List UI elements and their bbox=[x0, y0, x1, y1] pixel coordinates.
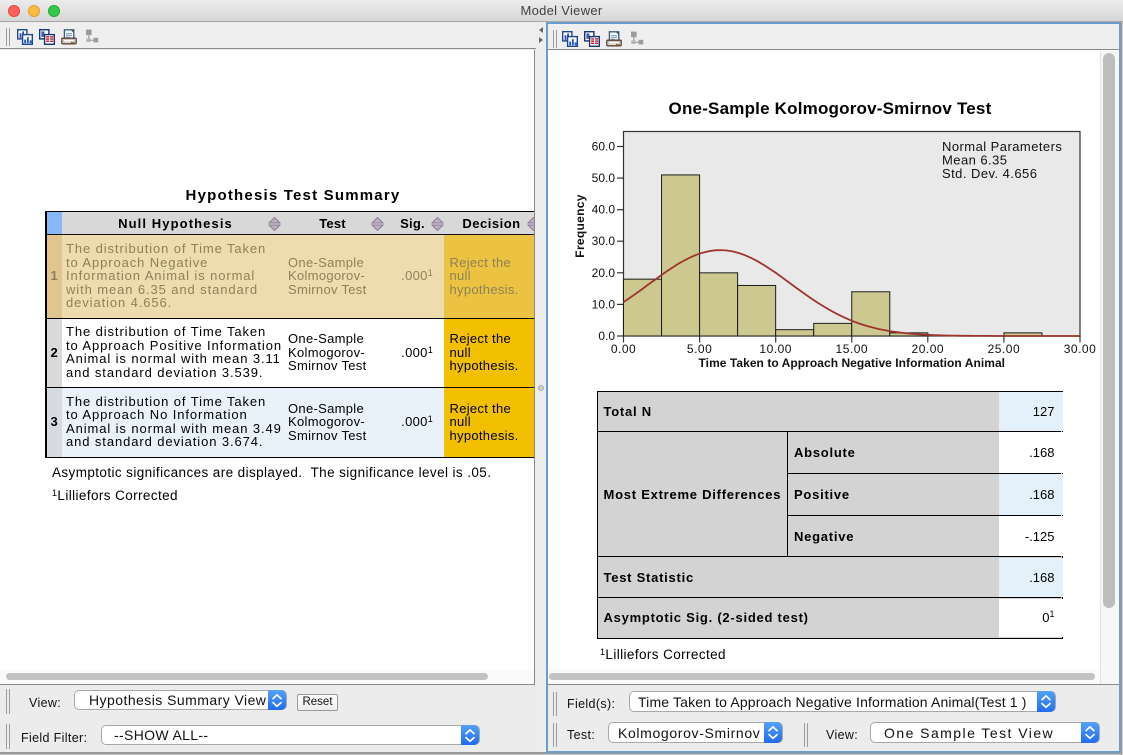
svg-text:Std. Dev. 4.656: Std. Dev. 4.656 bbox=[942, 166, 1037, 181]
svg-text:Time Taken to Approach Negativ: Time Taken to Approach Negative Informat… bbox=[699, 356, 1006, 370]
svg-text:15.00: 15.00 bbox=[836, 342, 869, 356]
svg-text:10.0: 10.0 bbox=[592, 297, 616, 311]
svg-text:10.00: 10.00 bbox=[759, 342, 792, 356]
svg-text:20.00: 20.00 bbox=[912, 342, 945, 356]
svg-text:50.0: 50.0 bbox=[592, 171, 616, 185]
svg-text:20.0: 20.0 bbox=[592, 266, 616, 280]
svg-text:Mean 6.35: Mean 6.35 bbox=[942, 153, 1007, 168]
svg-text:40.0: 40.0 bbox=[592, 203, 616, 217]
svg-text:5.00: 5.00 bbox=[687, 342, 712, 356]
svg-text:Frequency: Frequency bbox=[573, 194, 587, 257]
svg-text:30.0: 30.0 bbox=[592, 234, 616, 248]
svg-text:25.00: 25.00 bbox=[988, 342, 1021, 356]
svg-text:0.0: 0.0 bbox=[598, 329, 615, 343]
svg-text:60.0: 60.0 bbox=[592, 140, 616, 154]
svg-text:Normal Parameters: Normal Parameters bbox=[942, 139, 1062, 154]
svg-text:30.00: 30.00 bbox=[1064, 342, 1097, 356]
svg-text:0.00: 0.00 bbox=[611, 342, 636, 356]
